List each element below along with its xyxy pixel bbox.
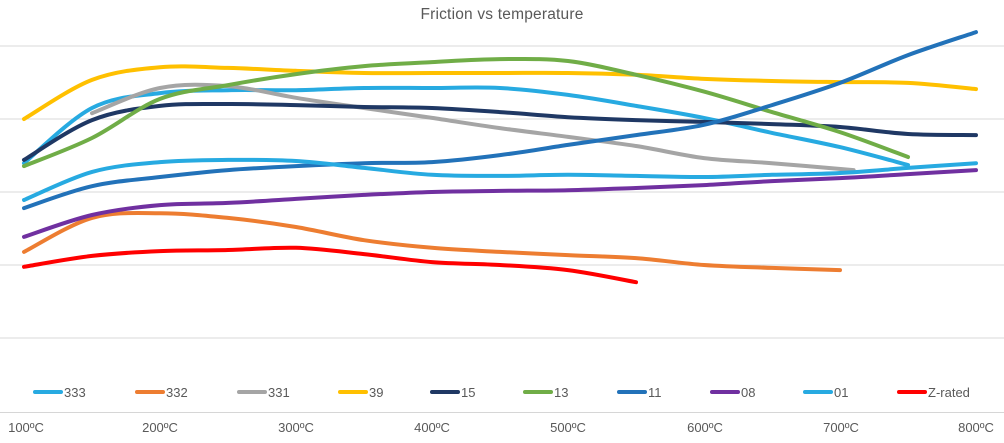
legend-swatch-332 — [135, 389, 165, 395]
x-tick-label: 100ºC — [8, 420, 44, 435]
legend-item-333: 333 — [33, 383, 86, 401]
legend-swatch-333 — [33, 389, 63, 395]
legend-item-11: 11 — [617, 383, 662, 401]
legend-label: 39 — [369, 384, 384, 400]
legend-swatch-15 — [430, 389, 460, 395]
line-chart-plot-area — [0, 30, 1004, 339]
legend-label: 11 — [648, 384, 662, 400]
x-tick-label: 800ºC — [958, 420, 994, 435]
legend-item-15: 15 — [430, 383, 475, 401]
legend-item-39: 39 — [338, 383, 383, 401]
legend-label: 332 — [166, 384, 188, 400]
series-line-Z-rated — [22, 245, 638, 285]
series-line-11 — [22, 30, 978, 211]
legend-swatch-01 — [803, 389, 833, 395]
series-line-333 — [22, 85, 910, 167]
series-line-13 — [22, 56, 910, 169]
chart-title: Friction vs temperature — [420, 6, 584, 23]
x-tick-label: 300ºC — [278, 420, 314, 435]
x-tick-label: 200ºC — [142, 420, 178, 435]
legend-label: Z-rated — [928, 384, 970, 400]
legend-label: 15 — [461, 384, 476, 400]
x-tick-label: 700ºC — [823, 420, 859, 435]
legend-swatch-331 — [237, 389, 267, 395]
legend-swatch-13 — [523, 389, 553, 395]
legend-item-01: 01 — [803, 383, 848, 401]
series-line-01 — [22, 157, 978, 202]
data-series-lines — [22, 30, 978, 285]
legend-label: 13 — [554, 384, 569, 400]
legend-swatch-11 — [617, 389, 647, 395]
x-axis-tick-labels: 100ºC 200ºC 300ºC 400ºC 500ºC 600ºC 700º… — [0, 420, 1004, 440]
x-tick-label: 600ºC — [687, 420, 723, 435]
legend-label: 331 — [268, 384, 290, 400]
series-line-332 — [22, 210, 842, 273]
legend-item-13: 13 — [523, 383, 568, 401]
legend-label: 01 — [834, 384, 849, 400]
legend-item-332: 332 — [135, 383, 188, 401]
x-axis-line — [0, 412, 1004, 413]
legend-item-z-rated: Z-rated — [897, 383, 970, 401]
x-tick-label: 400ºC — [414, 420, 450, 435]
x-tick-label: 500ºC — [550, 420, 586, 435]
legend-swatch-39 — [338, 389, 368, 395]
series-line-39 — [22, 64, 978, 121]
legend-swatch-08 — [710, 389, 740, 395]
chart-legend: 333 332 331 39 15 13 11 08 01 Z-rated — [0, 383, 1004, 401]
legend-item-08: 08 — [710, 383, 755, 401]
series-line-08 — [22, 168, 978, 239]
legend-label: 08 — [741, 384, 756, 400]
legend-item-331: 331 — [237, 383, 290, 401]
legend-swatch-z-rated — [897, 389, 927, 395]
legend-label: 333 — [64, 384, 86, 400]
